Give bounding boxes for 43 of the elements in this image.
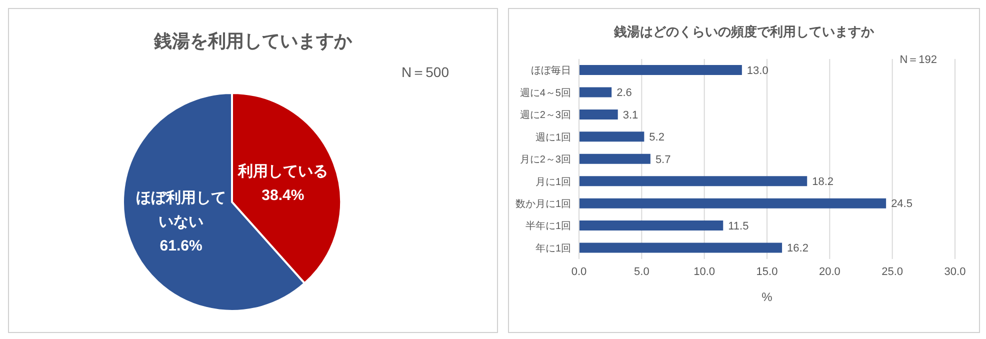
x-tick-label: 0.0 xyxy=(571,266,587,278)
slice-label: ほぼ利用していない xyxy=(136,190,226,231)
x-tick-label: 20.0 xyxy=(818,266,840,278)
y-tick-label: 月に2～3回 xyxy=(520,154,571,166)
x-tick-label: 25.0 xyxy=(882,266,904,278)
bar xyxy=(579,87,612,98)
text: N＝500 xyxy=(402,64,449,82)
slice-label: 利用している xyxy=(236,162,328,180)
y-tick-label: 週に2～3回 xyxy=(520,110,571,122)
chart-title: 銭湯はどのくらいの頻度で利用していますか xyxy=(612,23,875,41)
y-tick-label: ほぼ毎日 xyxy=(531,64,571,77)
chart-title: 銭湯を利用していますか xyxy=(152,30,353,53)
y-tick-label: 半年に1回 xyxy=(525,220,571,232)
bar xyxy=(579,109,618,120)
bar xyxy=(579,154,650,164)
bar xyxy=(579,220,724,231)
data-label: 3.1 xyxy=(622,109,638,122)
y-tick-label: 数か月に1回 xyxy=(515,198,571,210)
bar xyxy=(579,132,644,142)
data-label: 2.6 xyxy=(616,87,632,100)
data-label: 18.2 xyxy=(812,176,834,188)
x-tick-label: 30.0 xyxy=(944,266,966,278)
annotation: N＝192 xyxy=(900,53,937,67)
x-tick-label: 10.0 xyxy=(694,266,716,278)
data-label: 13.0 xyxy=(746,64,768,77)
data-label: 16.2 xyxy=(787,242,808,255)
y-tick-label: 月に1回 xyxy=(535,176,571,188)
bar xyxy=(579,65,742,75)
y-tick-label: 年に1回 xyxy=(535,242,571,254)
x-tick-label: 5.0 xyxy=(634,266,650,278)
x-axis-title: % xyxy=(762,290,773,304)
y-tick-label: 週に1回 xyxy=(535,132,571,144)
bar xyxy=(579,176,808,186)
y-tick-label: 週に4～5回 xyxy=(520,88,571,99)
data-label: 61.6% xyxy=(160,238,202,255)
bar xyxy=(579,198,886,208)
data-label: 38.4% xyxy=(262,186,304,204)
data-label: 5.7 xyxy=(655,154,671,166)
data-label: 5.2 xyxy=(649,132,664,144)
bar xyxy=(579,242,782,253)
data-label: 11.5 xyxy=(728,220,749,232)
x-tick-label: 15.0 xyxy=(756,266,778,278)
data-label: 24.5 xyxy=(891,198,912,210)
